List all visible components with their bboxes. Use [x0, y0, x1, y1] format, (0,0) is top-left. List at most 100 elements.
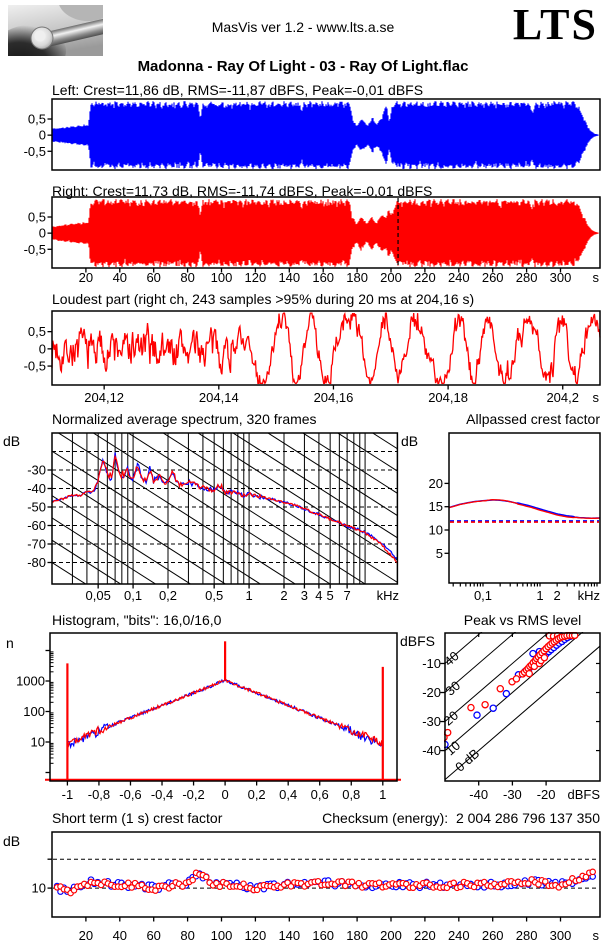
svg-text:204,12: 204,12: [84, 390, 124, 405]
svg-text:204,2: 204,2: [546, 390, 579, 405]
svg-text:140: 140: [278, 270, 300, 285]
svg-text:4: 4: [315, 588, 322, 603]
svg-text:-40: -40: [27, 481, 46, 496]
svg-text:240: 240: [448, 270, 470, 285]
svg-text:0: 0: [39, 128, 46, 143]
svg-text:-0,5: -0,5: [24, 242, 46, 257]
svg-text:kHz: kHz: [578, 588, 600, 603]
app-version-line: MasVis ver 1.2 - www.lts.a.se: [211, 19, 395, 35]
checksum-label: Checksum (energy): 2 004 286 796 137 350: [322, 810, 600, 826]
svg-text:0,8: 0,8: [342, 787, 360, 802]
svg-text:0: 0: [221, 787, 228, 802]
svg-text:204,14: 204,14: [199, 390, 239, 405]
svg-text:100: 100: [211, 270, 233, 285]
svg-text:0,1: 0,1: [124, 588, 142, 603]
svg-text:-10: -10: [422, 656, 441, 671]
svg-text:0,6: 0,6: [311, 787, 329, 802]
shortterm-y-unit-label: dB: [3, 833, 21, 849]
track-title: Madonna - Ray Of Light - 03 - Ray Of Lig…: [137, 58, 469, 75]
svg-text:220: 220: [414, 928, 436, 943]
peak-rms-title: Peak vs RMS level: [463, 612, 582, 628]
svg-text:160: 160: [312, 928, 334, 943]
svg-text:10: 10: [31, 735, 45, 750]
svg-text:220: 220: [414, 270, 436, 285]
svg-text:-30: -30: [422, 714, 441, 729]
svg-text:180: 180: [346, 928, 368, 943]
allpass-y-unit-label: dB: [401, 433, 419, 449]
svg-text:100: 100: [23, 704, 45, 719]
svg-text:s: s: [593, 390, 600, 405]
svg-text:10: 10: [429, 523, 443, 538]
svg-text:1: 1: [536, 588, 543, 603]
svg-text:260: 260: [482, 928, 504, 943]
svg-text:120: 120: [245, 928, 267, 943]
svg-text:0,05: 0,05: [86, 588, 111, 603]
svg-text:80: 80: [180, 928, 194, 943]
svg-text:-40: -40: [469, 787, 488, 802]
svg-text:180: 180: [346, 270, 368, 285]
svg-text:-20: -20: [537, 787, 556, 802]
svg-text:0,5: 0,5: [28, 324, 46, 339]
svg-text:-30: -30: [27, 463, 46, 478]
svg-text:-20: -20: [422, 685, 441, 700]
svg-text:s: s: [593, 928, 600, 943]
svg-text:60: 60: [146, 928, 160, 943]
svg-text:3: 3: [301, 588, 308, 603]
svg-text:-40: -40: [422, 743, 441, 758]
svg-text:200: 200: [380, 928, 402, 943]
svg-text:kHz: kHz: [377, 588, 399, 603]
svg-text:5: 5: [327, 588, 334, 603]
svg-text:-0,2: -0,2: [182, 787, 204, 802]
svg-text:-50: -50: [27, 500, 46, 515]
svg-text:280: 280: [516, 270, 538, 285]
svg-text:-0,5: -0,5: [24, 144, 46, 159]
svg-text:2: 2: [280, 588, 287, 603]
loudest-part-title: Loudest part (right ch, 243 samples >95%…: [52, 291, 475, 307]
svg-text:60: 60: [146, 270, 160, 285]
svg-text:20: 20: [79, 270, 93, 285]
svg-text:300: 300: [550, 270, 572, 285]
peak-rms-y-unit-label: dBFS: [400, 633, 436, 649]
svg-text:280: 280: [516, 928, 538, 943]
svg-text:-0,5: -0,5: [24, 359, 46, 374]
svg-text:7: 7: [343, 588, 350, 603]
svg-text:204,18: 204,18: [428, 390, 468, 405]
spectrum-y-unit-label: dB: [3, 433, 21, 449]
svg-text:20: 20: [429, 476, 443, 491]
shortterm-title: Short term (1 s) crest factor: [52, 810, 223, 826]
svg-text:40: 40: [113, 270, 127, 285]
svg-text:160: 160: [312, 270, 334, 285]
logo-image: [8, 5, 103, 56]
svg-text:-70: -70: [27, 537, 46, 552]
svg-text:0,5: 0,5: [28, 112, 46, 127]
svg-text:5: 5: [436, 546, 443, 561]
svg-text:0,5: 0,5: [28, 210, 46, 225]
svg-text:20: 20: [79, 928, 93, 943]
allpass-title: Allpassed crest factor: [466, 411, 600, 427]
svg-text:260: 260: [482, 270, 504, 285]
svg-text:0,4: 0,4: [279, 787, 297, 802]
svg-text:-0,8: -0,8: [88, 787, 110, 802]
svg-text:0,2: 0,2: [248, 787, 266, 802]
svg-text:-30: -30: [503, 787, 522, 802]
svg-text:10: 10: [32, 881, 46, 896]
svg-text:-80: -80: [27, 555, 46, 570]
spectrum-title: Normalized average spectrum, 320 frames: [52, 411, 317, 427]
svg-text:1000: 1000: [16, 674, 45, 689]
svg-text:80: 80: [180, 270, 194, 285]
svg-text:1: 1: [245, 588, 252, 603]
svg-text:200: 200: [380, 270, 402, 285]
svg-text:0,1: 0,1: [474, 588, 492, 603]
svg-text:0,2: 0,2: [159, 588, 177, 603]
svg-text:-0,6: -0,6: [119, 787, 141, 802]
svg-text:dBFS: dBFS: [567, 787, 600, 802]
svg-text:1: 1: [379, 787, 386, 802]
svg-text:300: 300: [550, 928, 572, 943]
svg-text:204,16: 204,16: [314, 390, 354, 405]
left-waveform-stats-label: Left: Crest=11,86 dB, RMS=-11,87 dBFS, P…: [52, 82, 424, 98]
svg-text:120: 120: [245, 270, 267, 285]
svg-text:2: 2: [554, 588, 561, 603]
svg-text:0: 0: [39, 226, 46, 241]
